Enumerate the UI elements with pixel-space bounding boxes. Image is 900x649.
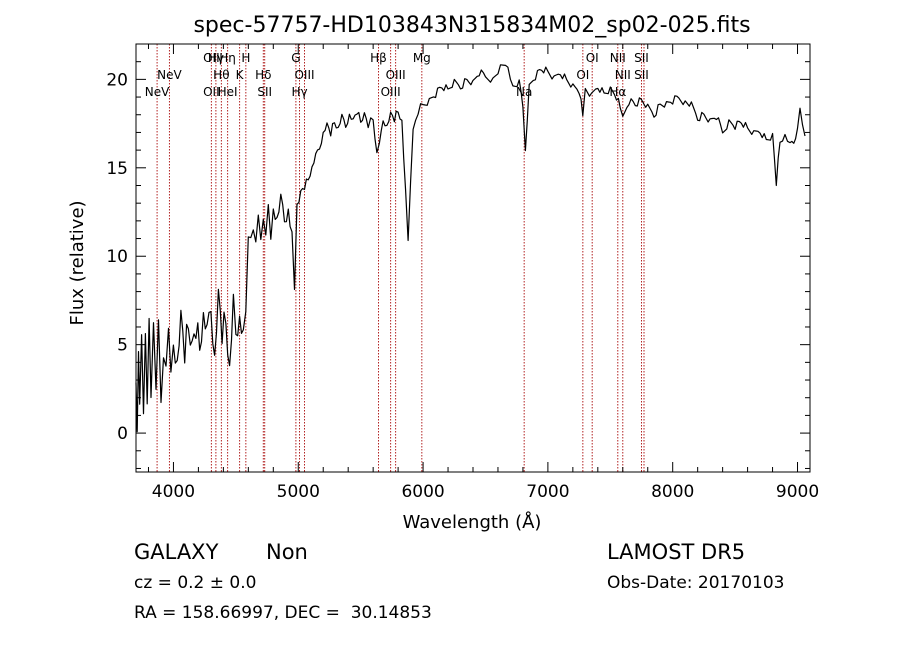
emission-line-label: HeI — [218, 85, 238, 99]
emission-line-label: OIII — [294, 68, 314, 82]
y-axis: 0 5 10 15 20 — [106, 43, 810, 469]
y-tick-label: 15 — [106, 159, 128, 179]
y-tick-label: 20 — [106, 70, 128, 90]
emission-line-label: OIII — [386, 68, 406, 82]
emission-line-label: Hγ — [208, 51, 224, 65]
x-axis: 4000 5000 6000 7000 8000 9000 — [147, 44, 819, 502]
emission-line-label: K — [236, 68, 245, 82]
emission-line-label: G — [291, 51, 300, 65]
emission-line-label: OII — [203, 51, 220, 65]
emission-line-label: OII — [203, 85, 220, 99]
x-tick-label: 6000 — [401, 482, 444, 502]
x-tick-label: 9000 — [776, 482, 819, 502]
emission-line-markers — [156, 44, 645, 472]
survey-name: LAMOST DR5 — [607, 540, 746, 564]
plot-frame — [135, 43, 811, 473]
emission-line-label: NeV — [145, 85, 170, 99]
emission-line-label: NeV — [157, 68, 182, 82]
emission-line-label: OI — [586, 51, 599, 65]
emission-line-label: Mg — [413, 51, 431, 65]
spectrum-line — [135, 64, 806, 433]
emission-line-label: Hη — [219, 51, 236, 65]
emission-line-label: NII — [610, 51, 626, 65]
emission-line-label: SII — [634, 68, 649, 82]
emission-line-label: Na — [516, 85, 532, 99]
emission-line-label: SII — [257, 85, 272, 99]
emission-line-label: Hγ — [291, 85, 307, 99]
x-axis-label: Wavelength (Å) — [403, 511, 542, 533]
x-tick-label: 8000 — [651, 482, 694, 502]
object-subclass: Non — [266, 540, 308, 564]
y-axis-label: Flux (relative) — [67, 200, 88, 325]
redshift-cz: cz = 0.2 ± 0.0 — [134, 573, 257, 593]
x-tick-label: 5000 — [277, 482, 320, 502]
emission-line-label: Hβ — [370, 51, 387, 65]
emission-line-label: Hδ — [255, 68, 271, 82]
emission-line-labels: NeVNeVOIIOIIHγHθHηHeIKHHδSIIGHγOIIIHβOII… — [145, 51, 649, 99]
y-tick-label: 0 — [117, 424, 128, 444]
emission-line-label: H — [241, 51, 250, 65]
y-tick-label: 10 — [106, 247, 128, 267]
chart-title: spec-57757-HD103843N315834M02_sp02-025.f… — [193, 13, 750, 38]
emission-line-label: Hα — [609, 85, 626, 99]
object-class: GALAXY — [134, 540, 219, 564]
emission-line-label: NII — [615, 68, 631, 82]
emission-line-label: Hθ — [213, 68, 229, 82]
observation-date: Obs-Date: 20170103 — [607, 573, 785, 593]
ra-dec: RA = 158.66997, DEC = 30.14853 — [134, 603, 432, 623]
emission-line-label: OI — [576, 68, 589, 82]
x-tick-label: 7000 — [526, 482, 569, 502]
x-tick-label: 4000 — [152, 482, 195, 502]
emission-line-label: OIII — [381, 85, 401, 99]
emission-line-label: SII — [634, 51, 649, 65]
y-tick-label: 5 — [117, 336, 128, 356]
